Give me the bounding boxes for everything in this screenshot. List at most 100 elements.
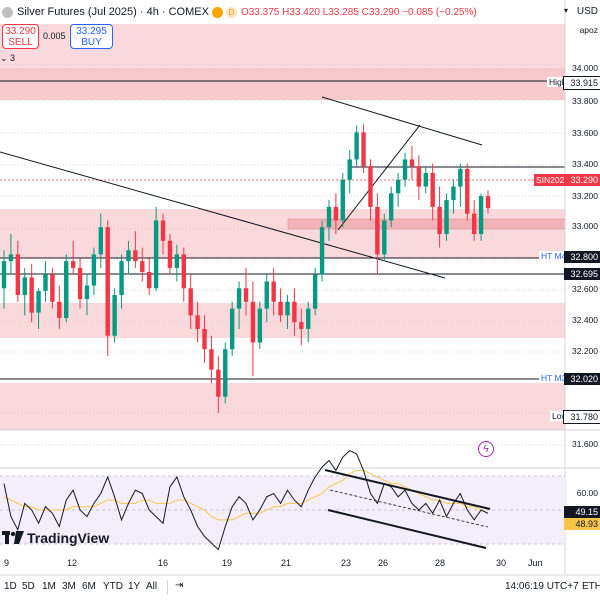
indicators-toggle[interactable]: ⌄ 3 (0, 53, 15, 64)
candle-body (167, 240, 173, 268)
chart-header: Silver Futures (Jul 2025) · 4h · COMEX D… (0, 0, 477, 24)
candle-body (299, 322, 304, 329)
ohlc-values: O33.375 H33.420 L33.285 C33.290 −0.085 (… (240, 6, 477, 18)
candle-body (471, 213, 477, 235)
candle-body (485, 196, 491, 209)
candle-body (15, 254, 21, 296)
candle-body (195, 315, 200, 329)
candle-body (147, 271, 152, 289)
timeframe-all[interactable]: All (146, 581, 158, 592)
timeframe-ytd[interactable]: YTD (103, 581, 123, 592)
candle-body (382, 220, 387, 255)
date-tick: 21 (281, 558, 292, 568)
price-tick: 32.400 (572, 315, 598, 325)
candle-body (340, 179, 345, 221)
candle-body (126, 250, 131, 262)
market-status-icon (211, 6, 223, 18)
delay-badge: D (225, 6, 237, 18)
timeframe-3m[interactable]: 3M (62, 581, 76, 592)
chevron-down-icon[interactable]: ▾ (563, 6, 568, 15)
candle-body (243, 288, 249, 302)
settings-circle-icon[interactable] (2, 6, 13, 18)
candle-body (29, 277, 34, 313)
low-zone (0, 383, 565, 430)
candle-body (91, 254, 97, 286)
currency-selector[interactable]: USD (576, 6, 598, 17)
candle-body (160, 220, 166, 241)
date-tick: 9 (4, 558, 10, 568)
candle-body (209, 349, 214, 370)
candle-body (451, 186, 456, 201)
candle-body (271, 281, 276, 302)
buy-button[interactable]: 33.295 BUY (70, 24, 113, 49)
timeframe-1y[interactable]: 1Y (128, 581, 141, 592)
sell-label: SELL (8, 37, 33, 48)
date-tick: 28 (435, 558, 446, 568)
chevron-down-icon: ⌄ (0, 53, 11, 63)
ht-m3-label: HT M3 (539, 373, 569, 383)
rsi-channel-lower (327, 509, 487, 549)
candle-body (465, 168, 470, 214)
candle-body (423, 172, 428, 187)
ht-m3-value: 32.020 (564, 373, 600, 385)
candle-body (202, 328, 207, 350)
sell-button[interactable]: 33.290 SELL (2, 24, 39, 49)
candle-body (181, 254, 186, 289)
rsi-channel-mid (329, 489, 489, 528)
price-tick: 33.400 (572, 159, 598, 169)
symbol-tag: SIN2025 (534, 174, 572, 186)
candle-body (70, 261, 76, 268)
date-range-icon[interactable]: ⇥ (175, 580, 184, 591)
wedge-lower-line (337, 124, 421, 231)
high-value: 33.915 (563, 76, 600, 90)
timeframe-6m[interactable]: 6M (82, 581, 96, 592)
candle-body (43, 274, 48, 291)
timeframe-1m[interactable]: 1M (42, 581, 56, 592)
logo-text: TradingView (27, 530, 110, 546)
candle-body (444, 200, 449, 235)
candle-body (402, 159, 408, 180)
date-tick: 19 (222, 558, 233, 568)
lightning-icon[interactable]: ϟ (478, 441, 494, 457)
candle-body (285, 301, 290, 316)
rsi-channel-upper (324, 469, 491, 510)
candle-body (98, 227, 103, 255)
rsi-ma-line (3, 469, 489, 521)
wedge-upper-line (321, 96, 483, 146)
candle-body (395, 179, 401, 194)
symbol-title[interactable]: Silver Futures (Jul 2025) · 4h · COMEX (17, 6, 209, 18)
candle-body (57, 301, 62, 319)
candle-body (36, 290, 41, 313)
sell-price: 33.290 (5, 26, 36, 37)
price-tick: 33.200 (572, 191, 598, 201)
timeframe-5d[interactable]: 5D (22, 581, 35, 592)
candle-body (306, 308, 311, 329)
timeframe-1d[interactable]: 1D (4, 581, 17, 592)
price-tick: 33.600 (572, 128, 598, 138)
spread-value: 0.005 (43, 31, 66, 41)
level-value: 32.695 (564, 268, 600, 280)
price-tick: 32.600 (572, 284, 598, 294)
market-session[interactable]: ETH (582, 581, 600, 592)
ht-m4-label: HT M4 (539, 251, 569, 261)
buy-price: 33.295 (76, 26, 107, 37)
price-tick: 31.600 (572, 439, 598, 449)
candle-body (119, 261, 124, 296)
candle-body (264, 281, 269, 309)
footer-divider (167, 580, 168, 594)
price-tick: 32.200 (572, 346, 598, 356)
candle-body (216, 369, 221, 397)
candle-body (77, 267, 83, 300)
tradingview-logo[interactable]: TradingView (2, 530, 109, 546)
candle-body (389, 193, 394, 221)
candle-body (1, 261, 7, 289)
candle-body (140, 261, 145, 272)
candle-body (188, 288, 193, 316)
high-label: High (547, 77, 569, 87)
candle-body (361, 132, 366, 167)
rsi-tick: 60.00 (576, 488, 598, 498)
price-tick: 33.000 (572, 221, 598, 231)
candle-body (112, 295, 117, 336)
rsi-line (3, 449, 489, 551)
